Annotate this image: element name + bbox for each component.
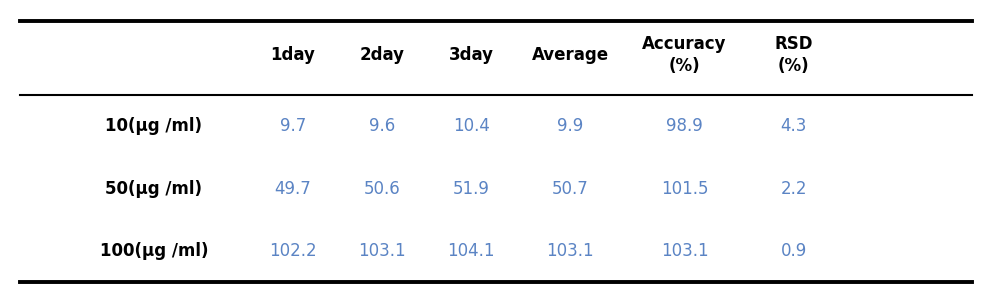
Text: 9.7: 9.7 xyxy=(280,117,306,135)
Text: 103.1: 103.1 xyxy=(661,242,708,260)
Text: 103.1: 103.1 xyxy=(358,242,406,260)
Text: RSD
(%): RSD (%) xyxy=(775,35,812,75)
Text: 104.1: 104.1 xyxy=(447,242,495,260)
Text: 100(μg /ml): 100(μg /ml) xyxy=(99,242,208,260)
Text: 9.9: 9.9 xyxy=(558,117,583,135)
Text: 50(μg /ml): 50(μg /ml) xyxy=(105,180,202,198)
Text: 4.3: 4.3 xyxy=(781,117,806,135)
Text: 10.4: 10.4 xyxy=(452,117,490,135)
Text: 2day: 2day xyxy=(359,46,405,64)
Text: Average: Average xyxy=(532,46,609,64)
Text: 49.7: 49.7 xyxy=(274,180,311,198)
Text: 103.1: 103.1 xyxy=(547,242,594,260)
Text: 50.7: 50.7 xyxy=(552,180,589,198)
Text: 9.6: 9.6 xyxy=(369,117,395,135)
Text: Accuracy
(%): Accuracy (%) xyxy=(642,35,727,75)
Text: 51.9: 51.9 xyxy=(452,180,490,198)
Text: 102.2: 102.2 xyxy=(269,242,316,260)
Text: 2.2: 2.2 xyxy=(781,180,806,198)
Text: 1day: 1day xyxy=(270,46,315,64)
Text: 0.9: 0.9 xyxy=(781,242,806,260)
Text: 50.6: 50.6 xyxy=(363,180,401,198)
Text: 101.5: 101.5 xyxy=(661,180,708,198)
Text: 10(μg /ml): 10(μg /ml) xyxy=(105,117,202,135)
Text: 98.9: 98.9 xyxy=(666,117,703,135)
Text: 3day: 3day xyxy=(448,46,494,64)
